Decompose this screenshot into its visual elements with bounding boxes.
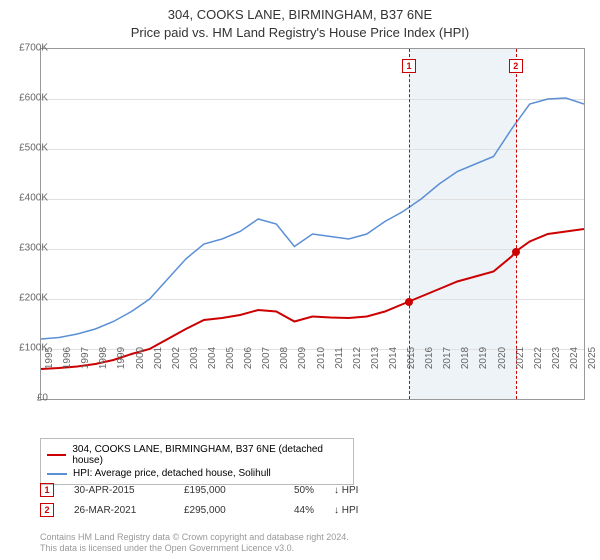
xtick-label: 2002 — [171, 347, 182, 369]
title-line-1: 304, COOKS LANE, BIRMINGHAM, B37 6NE — [0, 6, 600, 24]
xtick-label: 1998 — [98, 347, 109, 369]
footer-attribution: Contains HM Land Registry data © Crown c… — [40, 532, 349, 554]
xtick-label: 2015 — [406, 347, 417, 369]
xtick-label: 2023 — [551, 347, 562, 369]
title-block: 304, COOKS LANE, BIRMINGHAM, B37 6NE Pri… — [0, 0, 600, 42]
xtick-label: 1997 — [80, 347, 91, 369]
xtick-label: 2003 — [189, 347, 200, 369]
xtick-label: 2021 — [515, 347, 526, 369]
sales-row-hpi-arrow: ↓ HPI — [334, 505, 384, 516]
xtick-label: 2022 — [533, 347, 544, 369]
title-line-2: Price paid vs. HM Land Registry's House … — [0, 24, 600, 42]
sales-table-row: 2 26-MAR-2021 £295,000 44% ↓ HPI — [40, 500, 384, 520]
xtick-label: 2024 — [569, 347, 580, 369]
sales-row-hpi-pct: 44% — [274, 505, 314, 516]
sales-table: 1 30-APR-2015 £195,000 50% ↓ HPI 2 26-MAR-2021… — [40, 480, 384, 520]
sales-table-row: 1 30-APR-2015 £195,000 50% ↓ HPI — [40, 480, 384, 500]
xtick-label: 2014 — [388, 347, 399, 369]
legend-label: 304, COOKS LANE, BIRMINGHAM, B37 6NE (de… — [72, 444, 347, 466]
ytick-label: £700K — [19, 43, 48, 54]
xtick-label: 2017 — [442, 347, 453, 369]
xtick-label: 1995 — [44, 347, 55, 369]
xtick-label: 2005 — [225, 347, 236, 369]
legend-row: HPI: Average price, detached house, Soli… — [47, 467, 347, 480]
xtick-label: 2018 — [460, 347, 471, 369]
xtick-label: 2020 — [497, 347, 508, 369]
footer-line-2: This data is licensed under the Open Gov… — [40, 543, 349, 554]
legend-box: 304, COOKS LANE, BIRMINGHAM, B37 6NE (de… — [40, 438, 354, 485]
sale-point — [512, 248, 520, 256]
legend-row: 304, COOKS LANE, BIRMINGHAM, B37 6NE (de… — [47, 443, 347, 467]
sales-row-marker: 2 — [40, 503, 54, 517]
ytick-label: £0 — [37, 393, 48, 404]
xtick-label: 2019 — [478, 347, 489, 369]
xtick-label: 2012 — [352, 347, 363, 369]
ytick-label: £500K — [19, 143, 48, 154]
legend-swatch — [47, 454, 66, 456]
xtick-label: 2004 — [207, 347, 218, 369]
sales-row-marker: 1 — [40, 483, 54, 497]
series-line — [41, 98, 584, 339]
chart-container: 304, COOKS LANE, BIRMINGHAM, B37 6NE Pri… — [0, 0, 600, 560]
xtick-label: 2009 — [297, 347, 308, 369]
sale-marker-number: 2 — [509, 59, 523, 73]
sales-row-date: 30-APR-2015 — [74, 485, 164, 496]
xtick-label: 1996 — [62, 347, 73, 369]
ytick-label: £600K — [19, 93, 48, 104]
xtick-label: 2000 — [135, 347, 146, 369]
ytick-label: £400K — [19, 193, 48, 204]
sale-point — [405, 298, 413, 306]
xtick-label: 2007 — [261, 347, 272, 369]
ytick-label: £300K — [19, 243, 48, 254]
xtick-label: 2008 — [279, 347, 290, 369]
sales-row-hpi-arrow: ↓ HPI — [334, 485, 384, 496]
xtick-label: 2010 — [316, 347, 327, 369]
ytick-label: £200K — [19, 293, 48, 304]
sales-row-price: £195,000 — [184, 485, 254, 496]
sales-row-price: £295,000 — [184, 505, 254, 516]
xtick-label: 2011 — [334, 347, 345, 369]
xtick-label: 2013 — [370, 347, 381, 369]
xtick-label: 2025 — [587, 347, 598, 369]
legend-swatch — [47, 473, 67, 475]
sales-row-hpi-pct: 50% — [274, 485, 314, 496]
sale-marker-number: 1 — [402, 59, 416, 73]
xtick-label: 2006 — [243, 347, 254, 369]
legend-label: HPI: Average price, detached house, Soli… — [73, 468, 271, 479]
xtick-label: 1999 — [116, 347, 127, 369]
xtick-label: 2016 — [424, 347, 435, 369]
xtick-label: 2001 — [153, 347, 164, 369]
footer-line-1: Contains HM Land Registry data © Crown c… — [40, 532, 349, 543]
sales-row-date: 26-MAR-2021 — [74, 505, 164, 516]
